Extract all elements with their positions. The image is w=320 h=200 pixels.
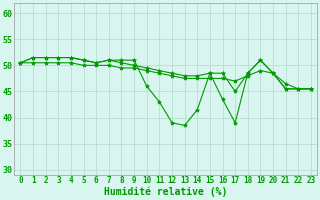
X-axis label: Humidité relative (%): Humidité relative (%)	[104, 187, 228, 197]
